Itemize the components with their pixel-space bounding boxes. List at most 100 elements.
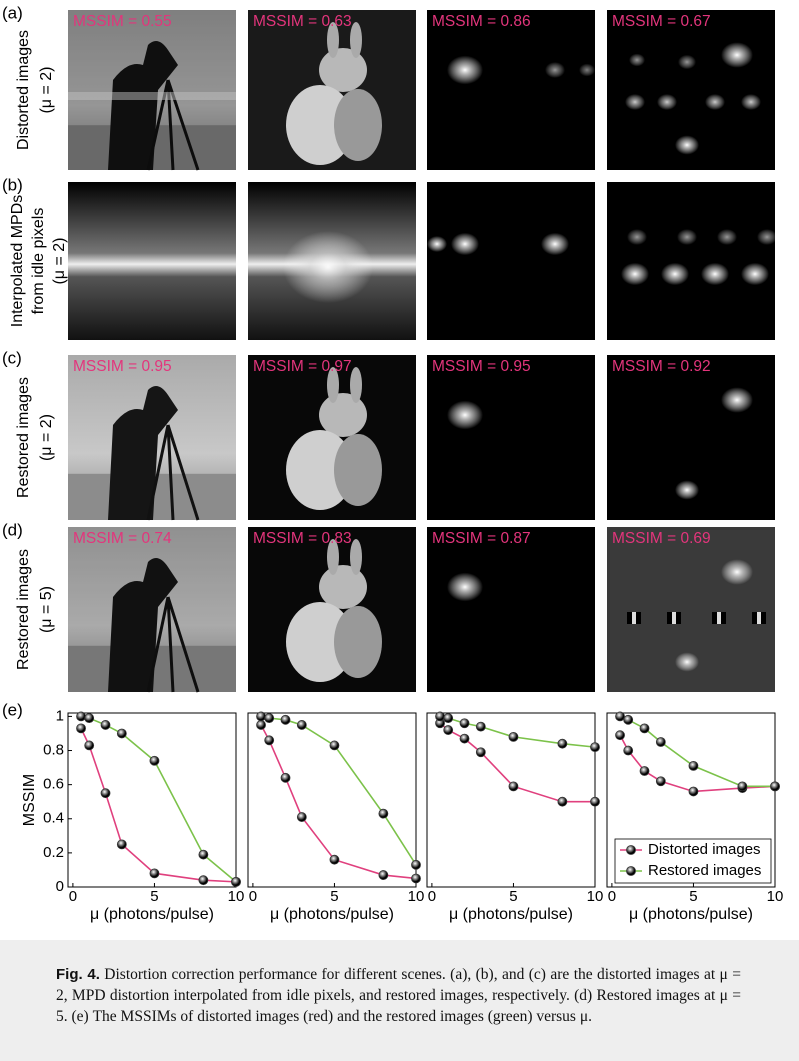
x-tick-label: 5 — [509, 888, 517, 905]
egg — [286, 85, 354, 165]
blob — [427, 236, 447, 252]
point — [655, 776, 666, 787]
bunny-ear — [350, 22, 362, 58]
point — [623, 745, 634, 756]
row-label: (μ = 2) — [38, 66, 55, 113]
x-axis-label: μ (photons/pulse) — [270, 906, 394, 923]
bunny-body — [334, 89, 382, 161]
point — [770, 781, 780, 792]
blob — [741, 94, 761, 110]
legend-box — [614, 838, 772, 884]
mssim-label: MSSIM = 0.95 — [73, 358, 172, 375]
image-bg — [427, 527, 595, 692]
blob — [629, 53, 645, 67]
point — [329, 854, 340, 865]
bunny-head — [319, 393, 367, 437]
point — [508, 781, 519, 792]
blob — [447, 572, 483, 602]
blob — [675, 652, 699, 672]
y-tick-label: 0.6 — [43, 776, 64, 793]
row-label: Distorted images — [15, 30, 32, 150]
image-bg — [427, 355, 595, 520]
image — [248, 10, 416, 170]
mssim-label: MSSIM = 0.92 — [612, 358, 711, 375]
mssim-label: MSSIM = 0.95 — [432, 358, 531, 375]
image — [607, 355, 775, 520]
plot-frame — [426, 712, 596, 888]
point — [280, 772, 291, 783]
blob — [541, 232, 569, 256]
point — [378, 870, 389, 880]
legend-label: Distorted images — [648, 841, 761, 858]
point — [116, 839, 127, 850]
blob — [717, 229, 737, 245]
mssim-label: MSSIM = 0.67 — [612, 13, 711, 30]
y-tick-label: 0.8 — [43, 741, 64, 758]
x-tick-label: 0 — [608, 888, 616, 905]
point — [655, 737, 666, 747]
point — [459, 718, 470, 729]
bunny-body — [334, 606, 382, 678]
point — [737, 781, 748, 792]
bunny-body — [334, 434, 382, 506]
mssim-label: MSSIM = 0.74 — [73, 530, 172, 547]
y-tick-label: 0 — [56, 878, 64, 895]
blob — [627, 229, 647, 245]
blob — [621, 262, 649, 286]
point — [475, 721, 486, 732]
bunny-head — [319, 48, 367, 92]
point — [329, 740, 340, 751]
point — [443, 725, 454, 735]
row-tag: (d) — [2, 520, 23, 539]
silhouette — [108, 386, 178, 520]
blob — [661, 262, 689, 286]
point — [639, 766, 650, 776]
image — [427, 10, 595, 170]
figure: (a) Distorted images (μ = 2) MSSIM = 0.55 MS… — [2, 3, 783, 923]
x-axis-label: μ (photons/pulse) — [449, 906, 573, 923]
point — [76, 723, 86, 734]
egg — [286, 602, 354, 682]
blob — [741, 262, 769, 286]
image — [607, 527, 775, 692]
mssim-label: MSSIM = 0.69 — [612, 530, 711, 547]
streak — [68, 92, 236, 100]
image — [248, 355, 416, 520]
tripod — [146, 596, 200, 693]
row-tag: (a) — [2, 3, 23, 22]
mssim-label: MSSIM = 0.86 — [432, 13, 531, 30]
legend-marker — [626, 845, 636, 855]
row-tag: (b) — [2, 175, 23, 194]
point — [615, 711, 625, 722]
point — [100, 788, 111, 799]
blob — [721, 387, 753, 413]
egg — [286, 430, 354, 510]
bunny-head — [319, 565, 367, 609]
blob — [675, 135, 699, 155]
point — [84, 713, 95, 724]
bunny-ear — [350, 539, 362, 575]
mssim-label: MSSIM = 0.55 — [73, 13, 172, 30]
row-label: Restored images — [15, 377, 32, 498]
image — [68, 10, 236, 171]
image-bg — [427, 182, 595, 340]
point — [623, 714, 634, 725]
image — [248, 182, 416, 340]
mssim-label: MSSIM = 0.63 — [253, 13, 352, 30]
point — [459, 733, 470, 744]
point — [411, 873, 421, 884]
x-tick-label: 10 — [587, 888, 604, 905]
blob — [625, 94, 645, 110]
mssim-label: MSSIM = 0.83 — [253, 530, 352, 547]
x-tick-label: 10 — [228, 888, 245, 905]
point — [84, 740, 95, 751]
point — [149, 755, 160, 766]
point — [256, 711, 266, 722]
y-tick-label: 0.4 — [43, 810, 64, 827]
point — [296, 720, 307, 730]
point — [443, 713, 454, 724]
artifact — [717, 612, 721, 624]
point — [475, 747, 486, 758]
mssim-label: MSSIM = 0.87 — [432, 530, 531, 547]
row-label: (μ = 2) — [51, 237, 68, 284]
